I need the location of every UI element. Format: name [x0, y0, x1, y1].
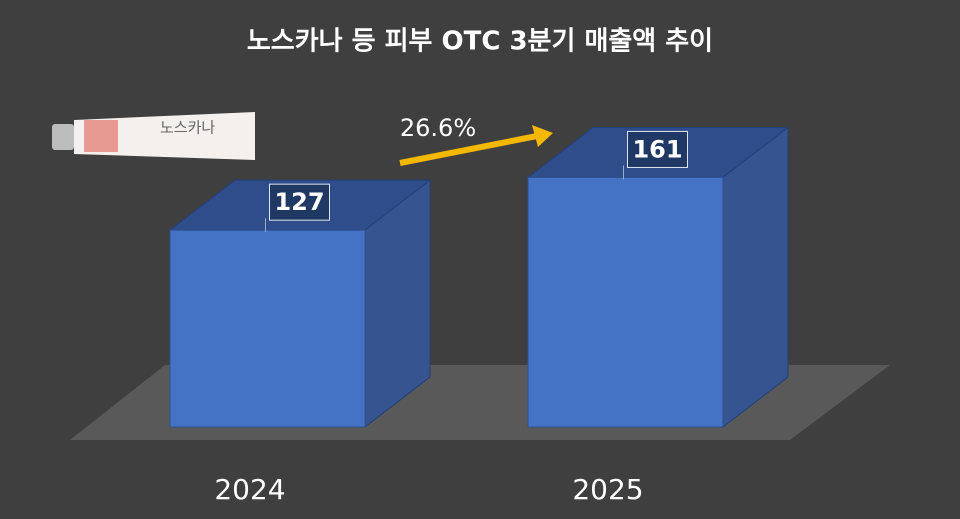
- x-tick-label: 2025: [572, 473, 643, 506]
- bar: [527, 176, 724, 428]
- growth-arrow-head: [532, 125, 553, 147]
- x-tick-label: 2024: [214, 473, 285, 506]
- value-label-box: [269, 183, 330, 221]
- bar-side: [722, 126, 789, 429]
- value-label: 127: [274, 188, 324, 216]
- growth-label: 26.6%: [400, 114, 476, 142]
- product-label: 노스카나: [160, 119, 215, 137]
- value-label-box: [627, 130, 688, 168]
- tube-label-mark: [84, 120, 118, 152]
- product-image: 노스카나: [52, 112, 255, 160]
- bar: [169, 229, 366, 428]
- chart-title: 노스카나 등 피부 OTC 3분기 매출액 추이: [247, 27, 713, 57]
- value-label: 161: [632, 135, 682, 163]
- tube-cap: [52, 124, 74, 150]
- tube-body: [74, 112, 255, 160]
- growth-arrow: [399, 133, 538, 166]
